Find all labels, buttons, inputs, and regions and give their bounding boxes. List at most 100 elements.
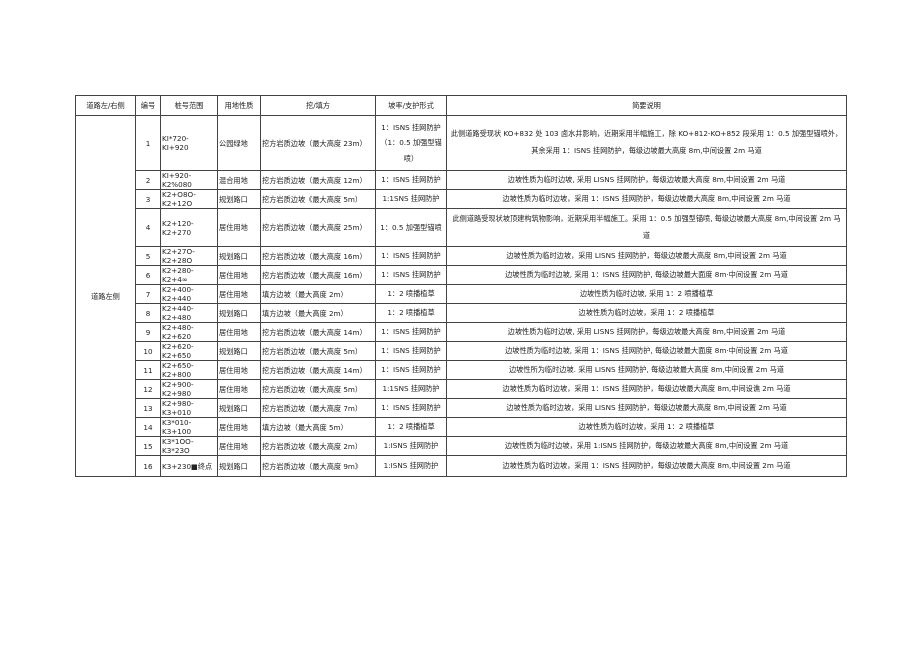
side-cell: 道路左侧 — [75, 115, 136, 477]
support-cell: 1：ISNS 挂网防护 — [375, 265, 447, 285]
cut-fill-cell: 挖方岩质边坡（最大高度 16m） — [260, 246, 376, 266]
support-cell: 1：ISNS 挂网防护（1：0.5 加强型锚喷） — [375, 115, 447, 171]
description-cell: 边坡性质为临时边坡，采用 1：ISNS 挂网防护，每级边坡最大高度 8m,中间设… — [446, 455, 847, 477]
station-range-cell: K3*010-K3+100 — [160, 417, 218, 437]
table-row: 10 K2+620-K2+650 规划路口 挖方岩质边坡（最大高度 5m） 1：ISNS… — [76, 341, 847, 361]
land-use-cell: 公园绿地 — [217, 115, 261, 171]
land-use-cell: 规划路口 — [217, 341, 261, 361]
land-use-cell: 居住用地 — [217, 265, 261, 285]
header-station-range: 桩号范围 — [160, 95, 218, 116]
station-range-cell: K2+480-K2+620 — [160, 322, 218, 342]
support-cell: 1:ISNS 挂网防护 — [375, 455, 447, 477]
land-use-cell: 规划路口 — [217, 455, 261, 477]
land-use-cell: 居住用地 — [217, 436, 261, 456]
station-range-cell: K2+900-K2+980 — [160, 379, 218, 399]
cut-fill-cell: 挖方岩质边坡（最大高度 14m） — [260, 360, 376, 380]
table-row: 14 K3*010-K3+100 居住用地 填方边坡（最大高度 5m） 1：2 喷播植草… — [76, 417, 847, 437]
land-use-cell: 居住用地 — [217, 322, 261, 342]
cut-fill-cell: 挖方岩质边坡《最大高度 2m） — [260, 436, 376, 456]
support-cell: 1：ISNS 挂网防护 — [375, 341, 447, 361]
land-use-cell: 规划路口 — [217, 303, 261, 323]
description-cell: 边坡性质为临时边坡, 采用 1：2 喷播植草 — [446, 284, 847, 304]
number-cell: 14 — [135, 417, 161, 437]
station-range-cell: K2+980-K3+010 — [160, 398, 218, 418]
header-description: 简要说明 — [446, 95, 847, 116]
header-side: 道路左/右侧 — [75, 95, 136, 116]
table-row: 15 K3*1OO-K3*23O 居住用地 挖方岩质边坡《最大高度 2m） 1:ISNS… — [76, 436, 847, 456]
number-cell: 2 — [135, 170, 161, 190]
support-cell: 1:1SNS 挂网防护 — [375, 379, 447, 399]
description-cell: 边坡性质为临时边坡，采用 1：ISNS 挂网防护，每级边坡最大高度 8m,中间设… — [446, 189, 847, 209]
station-range-cell: K2+400-K2+440 — [160, 284, 218, 304]
number-cell: 5 — [135, 246, 161, 266]
slope-protection-table: 道路左/右侧 编号 桩号范围 用地性质 挖/填方 坡率/支护形式 简要说明 道路… — [75, 95, 847, 477]
cut-fill-cell: 挖方岩质边坡（最大高度 5m） — [260, 341, 376, 361]
number-cell: 13 — [135, 398, 161, 418]
description-cell: 边坡性质为临时边坡, 采用 LISNS 挂网防护，每级边坡最大高度 8m,中间设… — [446, 322, 847, 342]
cut-fill-cell: 填方边坡（最大高度 5m） — [260, 417, 376, 437]
cut-fill-cell: 填方边坡（最大高度 2m） — [260, 303, 376, 323]
station-range-cell: K2+O8O-K2+12O — [160, 189, 218, 209]
header-support: 坡率/支护形式 — [375, 95, 447, 116]
number-cell: 16 — [135, 455, 161, 477]
description-cell: 边坡性质为临时边坡，采用 LISNS 挂网防护，每级边坡最大高度 8m,中间设置… — [446, 246, 847, 266]
station-range-cell: K2+650-K2+800 — [160, 360, 218, 380]
support-cell: 1：ISNS 挂网防护 — [375, 170, 447, 190]
station-range-cell: K2+27O-K2+28O — [160, 246, 218, 266]
cut-fill-cell: 挖方岩质边坡（最大高度 9m》 — [260, 455, 376, 477]
station-range-cell: K3+230■终点 — [160, 455, 218, 477]
support-cell: 1：2 喷播植草 — [375, 417, 447, 437]
cut-fill-cell: 挖方岩质边坡（最大高度 14m） — [260, 322, 376, 342]
table-row: 12 K2+900-K2+980 居住用地 挖方岩质边坡（最大高度 5m） 1:1SNS… — [76, 379, 847, 399]
cut-fill-cell: 挖方岩质边坡（最大高度 25m） — [260, 208, 376, 247]
station-range-cell: KI+920-K2%080 — [160, 170, 218, 190]
table-row: 16 K3+230■终点 规划路口 挖方岩质边坡（最大高度 9m》 1:ISNS 挂网防… — [76, 455, 847, 477]
cut-fill-cell: 挖方岩质边坡（最大高度 23m） — [260, 115, 376, 171]
description-cell: 此侧道路受现状 KO+832 处 103 卤水井影响，近期采用半幅施工，除 KO… — [446, 115, 847, 171]
number-cell: 1 — [135, 115, 161, 171]
header-row: 道路左/右侧 编号 桩号范围 用地性质 挖/填方 坡率/支护形式 简要说明 — [75, 95, 847, 116]
land-use-cell: 居住用地 — [217, 379, 261, 399]
cut-fill-cell: 挖方岩质边坡（最大高度 16m） — [260, 265, 376, 285]
station-range-cell: K2+120-K2+270 — [160, 208, 218, 247]
description-cell: 边坡性质为临时边坡，采用 LISNS 挂网防护，每级边坡最大高度 8m,中间设置… — [446, 398, 847, 418]
table-row: 6 K2+280-K2+4∞ 居住用地 挖方岩质边坡（最大高度 16m） 1：ISNS … — [76, 265, 847, 285]
cut-fill-cell: 挖方岩质边坡（最大高度 7m） — [260, 398, 376, 418]
station-range-cell: K2+440-K2+480 — [160, 303, 218, 323]
description-cell: 边坡性质为临时边坡, 采用 1：ISNS 挂网防护, 每级边坡最大面度 8m·中… — [446, 265, 847, 285]
header-land-use: 用地性质 — [217, 95, 261, 116]
land-use-cell: 规划路口 — [217, 189, 261, 209]
table-row: 11 K2+650-K2+800 居住用地 挖方岩质边坡（最大高度 14m） 1：ISN… — [76, 360, 847, 380]
number-cell: 12 — [135, 379, 161, 399]
table-row: 5 K2+27O-K2+28O 规划路口 挖方岩质边坡（最大高度 16m） 1：ISNS… — [76, 246, 847, 266]
cut-fill-cell: 填方边坡（最大高度 2m） — [260, 284, 376, 304]
land-use-cell: 混合用地 — [217, 170, 261, 190]
number-cell: 11 — [135, 360, 161, 380]
cut-fill-cell: 挖方岩质边坡（最大高度 12m） — [260, 170, 376, 190]
table-row: 9 K2+480-K2+620 居住用地 挖方岩质边坡（最大高度 14m） 1：ISNS… — [76, 322, 847, 342]
number-cell: 15 — [135, 436, 161, 456]
support-cell: 1：ISNS 挂网防护 — [375, 246, 447, 266]
number-cell: 7 — [135, 284, 161, 304]
support-cell: 1：ISNS 挂网防护 — [375, 322, 447, 342]
header-cut-fill: 挖/填方 — [260, 95, 376, 116]
table-row: 道路左侧 1 KI*720-KI+920 公园绿地 挖方岩质边坡（最大高度 23m） 1：… — [75, 115, 847, 477]
description-cell: 边坡性质为临时边坡, 采用 LISNS 挂网防护，每级边坡最大高度 8m,中间设… — [446, 170, 847, 190]
station-range-cell: K2+280-K2+4∞ — [160, 265, 218, 285]
support-cell: 1:1SNS 挂网防护 — [375, 189, 447, 209]
number-cell: 4 — [135, 208, 161, 247]
cut-fill-cell: 挖方岩质边坡《最大高度 5m） — [260, 189, 376, 209]
land-use-cell: 居住用地 — [217, 360, 261, 380]
table-row: 3 K2+O8O-K2+12O 规划路口 挖方岩质边坡《最大高度 5m） 1:1SNS … — [76, 189, 847, 209]
land-use-cell: 规划路口 — [217, 398, 261, 418]
number-cell: 10 — [135, 341, 161, 361]
number-cell: 8 — [135, 303, 161, 323]
description-cell: 边坡性质为临时边坡, 采用 1：ISNS 挂网防护, 每级边坡最大面度 8m·中… — [446, 341, 847, 361]
table-body: 道路左侧 1 KI*720-KI+920 公园绿地 挖方岩质边坡（最大高度 23m） 1：… — [75, 115, 847, 477]
support-cell: 1：2 喷播植草 — [375, 284, 447, 304]
number-cell: 6 — [135, 265, 161, 285]
description-cell: 此侧道路受现状坡顶建构筑物影响，近期采用半幅施工。采用 1：0.5 加强型锚喷,… — [446, 208, 847, 247]
support-cell: 1：ISNS 挂网防护 — [375, 360, 447, 380]
description-cell: 边坡性质为临时边坡，采用 1：2 喷播植草 — [446, 303, 847, 323]
table-row: 4 K2+120-K2+270 居住用地 挖方岩质边坡（最大高度 25m） 1：0.5 … — [76, 208, 847, 247]
